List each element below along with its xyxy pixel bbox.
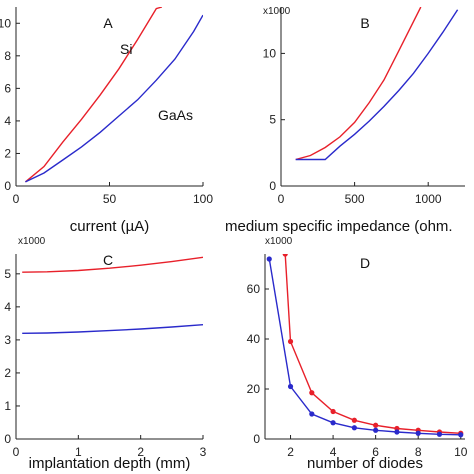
series-line-red xyxy=(284,254,461,434)
data-point xyxy=(436,431,443,437)
y-tick-label: 5 xyxy=(4,267,11,281)
data-point xyxy=(373,422,379,428)
series-line-gaas xyxy=(25,14,203,183)
panel-letter: A xyxy=(103,15,113,31)
x-tick-label: 10 xyxy=(454,445,468,459)
x-axis-label: medium specific impedance (ohm. xyxy=(225,218,453,235)
x-tick-label: 8 xyxy=(415,445,422,459)
x-tick-label: 6 xyxy=(372,445,379,459)
x-tick-label: 2 xyxy=(287,445,294,459)
data-point xyxy=(282,254,288,257)
data-point xyxy=(309,390,315,396)
y-tick-label: 3 xyxy=(4,333,11,347)
series-line-blue xyxy=(295,9,459,161)
panel-letter: D xyxy=(360,255,370,271)
series-line-blue xyxy=(268,258,461,436)
x-tick-label: 2 xyxy=(137,445,144,459)
data-point xyxy=(309,411,315,417)
y-tick-label: 10 xyxy=(0,16,11,30)
data-point xyxy=(415,430,421,436)
y-tick-label: 40 xyxy=(247,332,261,346)
data-point xyxy=(373,427,379,433)
series-label: GaAs xyxy=(158,107,193,123)
panel-letter: B xyxy=(360,15,369,31)
x-tick-label: 4 xyxy=(330,445,337,459)
y-tick-label: 4 xyxy=(4,300,11,314)
data-point xyxy=(351,425,357,431)
y-tick-label: 8 xyxy=(4,49,11,63)
data-point xyxy=(287,383,294,390)
series-line-red xyxy=(295,7,422,161)
y-multiplier-label: x1000 xyxy=(263,6,291,17)
x-axis-label: number of diodes xyxy=(307,455,423,472)
y-tick-label: 1 xyxy=(4,399,11,413)
x-tick-label: 0 xyxy=(13,192,20,206)
x-tick-label: 500 xyxy=(345,192,365,206)
x-tick-label: 50 xyxy=(103,192,117,206)
y-tick-label: 10 xyxy=(263,46,277,60)
x-tick-label: 1000 xyxy=(415,192,442,206)
x-tick-label: 1 xyxy=(75,445,82,459)
y-tick-label: 60 xyxy=(247,282,261,296)
data-point xyxy=(394,429,400,435)
y-tick-label: 0 xyxy=(269,179,276,193)
y-tick-label: 2 xyxy=(4,146,11,160)
data-point xyxy=(287,338,294,345)
series-label: Si xyxy=(120,41,132,57)
x-tick-label: 3 xyxy=(200,445,207,459)
y-tick-label: 2 xyxy=(4,366,11,380)
series-line-red xyxy=(22,256,203,273)
x-axis-label: current (µA) xyxy=(70,218,150,235)
series-line-blue xyxy=(22,324,203,334)
x-tick-label: 100 xyxy=(193,192,213,206)
y-multiplier-label: x1000 xyxy=(18,236,46,247)
y-tick-label: 0 xyxy=(4,179,11,193)
y-tick-label: 4 xyxy=(4,114,11,128)
y-multiplier-label: x1000 xyxy=(265,236,293,247)
y-tick-label: 0 xyxy=(4,432,11,446)
panel-letter: C xyxy=(103,252,113,268)
y-tick-label: 20 xyxy=(247,382,261,396)
data-point xyxy=(330,408,336,415)
x-tick-label: 0 xyxy=(278,192,285,206)
y-tick-label: 5 xyxy=(269,113,276,127)
y-tick-label: 0 xyxy=(253,432,260,446)
x-tick-label: 0 xyxy=(13,445,20,459)
x-axis-label: implantation depth (mm) xyxy=(29,455,191,472)
y-tick-label: 6 xyxy=(4,81,11,95)
series-line-si xyxy=(24,7,163,183)
data-point xyxy=(351,417,357,423)
data-point xyxy=(330,420,336,426)
data-point xyxy=(266,256,272,262)
data-point xyxy=(458,432,464,438)
